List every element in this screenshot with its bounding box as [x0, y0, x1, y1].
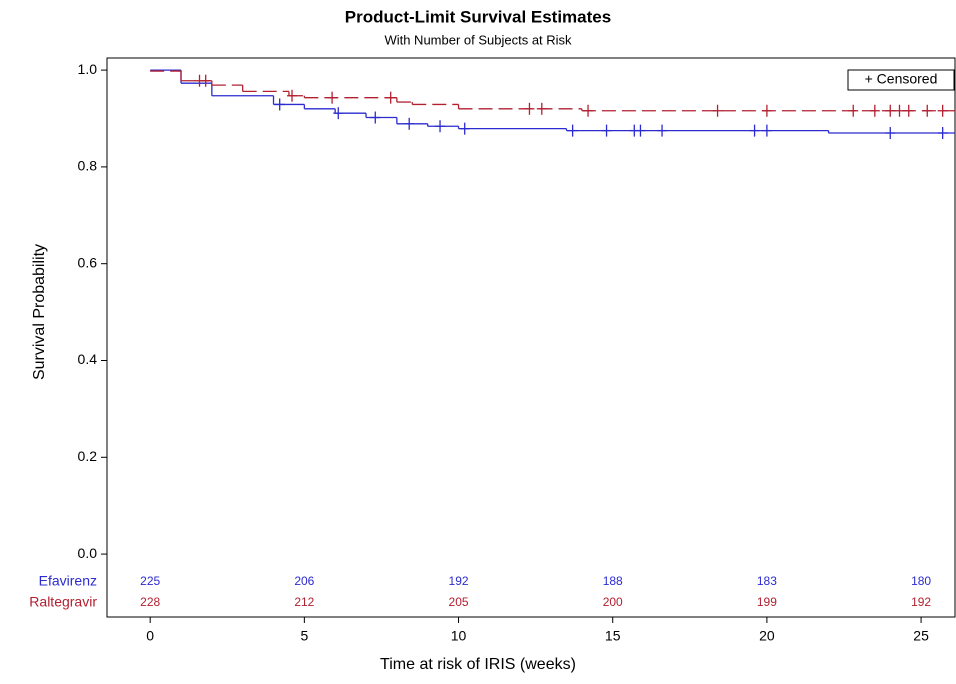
legend-label: + Censored	[865, 71, 938, 87]
censor-mark	[937, 127, 948, 140]
at-risk-count: 180	[911, 574, 931, 588]
censor-mark	[333, 107, 344, 120]
at-risk-count: 200	[603, 595, 623, 609]
censor-mark	[601, 124, 612, 137]
censor-mark	[922, 104, 933, 117]
y-tick-label: 0.0	[78, 545, 98, 561]
at-risk-count: 225	[140, 574, 160, 588]
censor-mark	[712, 104, 723, 117]
at-risk-count: 212	[294, 595, 314, 609]
censor-mark	[385, 91, 396, 104]
at-risk-count: 192	[911, 595, 931, 609]
chart-subtitle: With Number of Subjects at Risk	[384, 32, 572, 47]
censor-mark	[885, 127, 896, 140]
censor-mark	[274, 98, 285, 111]
plot-frame	[106, 57, 956, 618]
censor-mark	[524, 102, 535, 115]
censor-mark	[200, 74, 211, 87]
at-risk-count: 199	[757, 595, 777, 609]
censor-mark	[869, 104, 880, 117]
x-tick-label: 0	[146, 628, 154, 644]
at-risk-count: 228	[140, 595, 160, 609]
at-risk-count: 206	[294, 574, 314, 588]
censor-mark	[903, 104, 914, 117]
y-axis-label: Survival Probability	[31, 244, 48, 380]
x-tick-label: 5	[300, 628, 308, 644]
at-risk-count: 192	[449, 574, 469, 588]
x-tick-label: 25	[913, 628, 929, 644]
censor-mark	[459, 122, 470, 135]
y-tick-label: 0.2	[78, 448, 98, 464]
censor-mark	[583, 104, 594, 117]
legend-box	[847, 69, 955, 91]
censor-mark	[894, 104, 905, 117]
censor-mark	[761, 104, 772, 117]
censor-mark	[404, 117, 415, 130]
censor-mark	[370, 111, 381, 124]
censor-mark	[848, 104, 859, 117]
censor-mark	[536, 102, 547, 115]
chart-title: Product-Limit Survival Estimates	[345, 7, 611, 26]
censor-mark	[287, 89, 298, 102]
at-risk-label: Raltegravir	[29, 594, 97, 610]
x-tick-label: 10	[451, 628, 467, 644]
at-risk-label: Efavirenz	[39, 573, 97, 589]
y-tick-label: 0.8	[78, 158, 98, 174]
at-risk-count: 205	[449, 595, 469, 609]
censor-mark	[657, 124, 668, 137]
censor-mark	[327, 91, 338, 104]
y-tick-label: 0.4	[78, 351, 98, 367]
at-risk-count: 183	[757, 574, 777, 588]
censor-mark	[567, 124, 578, 137]
censor-mark	[761, 124, 772, 137]
censor-mark	[635, 124, 646, 137]
censor-mark	[937, 104, 948, 117]
censor-mark	[885, 104, 896, 117]
y-tick-label: 1.0	[78, 61, 98, 77]
censor-mark	[749, 124, 760, 137]
at-risk-count: 188	[603, 574, 623, 588]
censor-mark	[435, 120, 446, 133]
x-tick-label: 20	[759, 628, 775, 644]
x-axis-label: Time at risk of IRIS (weeks)	[380, 656, 576, 673]
x-tick-label: 15	[605, 628, 621, 644]
y-tick-label: 0.6	[78, 254, 98, 270]
